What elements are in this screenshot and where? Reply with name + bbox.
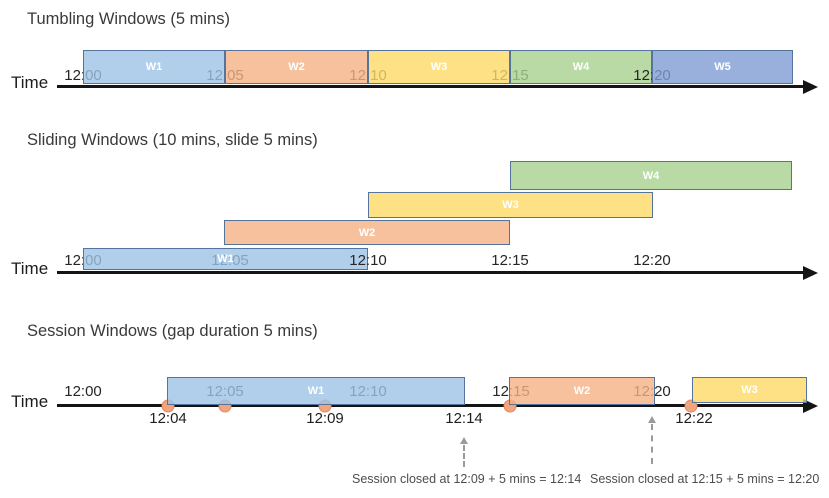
- tumbling-timeline-arrow-icon: [803, 79, 818, 94]
- tumbling-window-label-w1: W1: [145, 61, 163, 73]
- tumbling-window-box-w2: [225, 50, 368, 84]
- session-annotation-arrow-icon-0: [460, 437, 468, 444]
- sliding-tick-label-3: 12:15: [491, 252, 529, 269]
- tumbling-window-label-w4: W4: [572, 61, 590, 73]
- session-event-time-label-2: 12:14: [445, 410, 483, 427]
- sliding-timeline-arrow-icon: [803, 265, 818, 280]
- tumbling-window-box-w1: [83, 50, 225, 84]
- tumbling-window-label-w5: W5: [714, 61, 731, 73]
- tumbling-window-label-w3: W3: [430, 61, 448, 73]
- session-title: Session Windows (gap duration 5 mins): [27, 322, 318, 340]
- session-annotation-arrow-icon-1: [648, 416, 656, 423]
- session-window-label-w1: W1: [307, 385, 325, 397]
- tumbling-time-axis-label: Time: [11, 73, 49, 92]
- session-time-axis-label: Time: [11, 392, 49, 411]
- session-annotation-text-0: Session closed at 12:09 + 5 mins = 12:14: [352, 472, 582, 486]
- session-tick-label-0: 12:00: [64, 383, 102, 400]
- session-event-time-label-1: 12:09: [306, 410, 344, 427]
- tumbling-window-box-w5: [652, 50, 793, 84]
- sliding-window-label-w3: W3: [502, 199, 519, 211]
- session-window-box-w3: [692, 377, 807, 403]
- session-event-time-label-0: 12:04: [149, 410, 187, 427]
- session-event-time-label-3: 12:22: [675, 410, 713, 427]
- sliding-window-label-w4: W4: [642, 169, 660, 182]
- tumbling-window-box-w4: [510, 50, 652, 84]
- session-window-label-w3: W3: [741, 384, 758, 396]
- sliding-window-box-w4: [510, 161, 792, 190]
- session-window-box-w1: [167, 377, 465, 405]
- tumbling-window-label-w2: W2: [288, 61, 305, 73]
- sliding-tick-label-2: 12:10: [349, 252, 387, 269]
- sliding-window-box-w3: [368, 192, 653, 218]
- sliding-window-label-w2: W2: [358, 226, 376, 239]
- session-window-box-w2: [509, 377, 655, 405]
- tumbling-timeline: [57, 85, 806, 88]
- sliding-window-label-w1: W1: [217, 253, 234, 265]
- session-timeline: [57, 404, 806, 407]
- tumbling-window-box-w3: [368, 50, 510, 84]
- session-annotation-text-1: Session closed at 12:15 + 5 mins = 12:20: [590, 472, 820, 486]
- tumbling-title: Tumbling Windows (5 mins): [27, 10, 230, 28]
- session-window-label-w2: W2: [573, 385, 591, 397]
- session-annotation-arrow-line-1: [651, 424, 653, 464]
- sliding-time-axis-label: Time: [11, 259, 49, 278]
- sliding-tick-label-4: 12:20: [633, 252, 671, 269]
- sliding-title: Sliding Windows (10 mins, slide 5 mins): [27, 131, 318, 149]
- session-annotation-arrow-line-0: [463, 445, 465, 467]
- sliding-window-box-w1: [83, 248, 368, 270]
- sliding-timeline: [57, 271, 806, 274]
- sliding-window-box-w2: [224, 220, 510, 245]
